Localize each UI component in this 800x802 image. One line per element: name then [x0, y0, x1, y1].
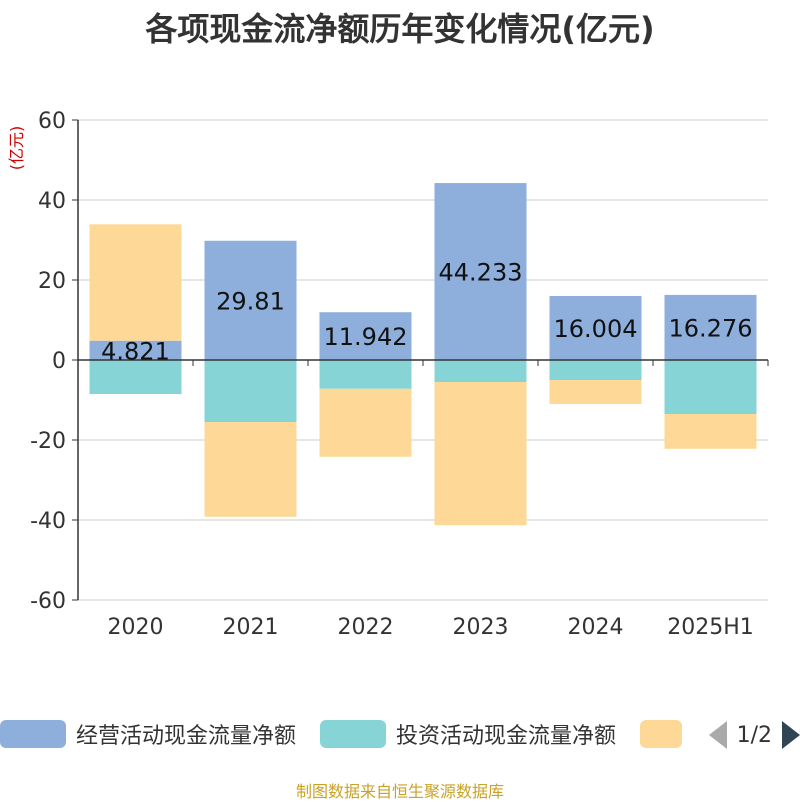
x-tick-label: 2023	[453, 615, 509, 640]
y-tick-label: 40	[38, 189, 66, 214]
bar-series2-2025H1[interactable]	[664, 414, 757, 449]
legend-label-operating: 经营活动现金流量净额	[76, 724, 297, 749]
y-tick-label: 60	[38, 109, 66, 134]
bar-series2-2020[interactable]	[89, 224, 182, 341]
x-tick-label: 2021	[223, 615, 279, 640]
bar-series1-2025H1[interactable]	[664, 360, 757, 414]
bar-series2-2024[interactable]	[549, 380, 642, 404]
y-tick-label: 20	[38, 269, 66, 294]
y-tick-label: 0	[52, 349, 66, 374]
legend-swatch-operating	[0, 720, 66, 748]
legend-label-investing: 投资活动现金流量净额	[396, 724, 617, 749]
bar-series1-2024[interactable]	[549, 360, 642, 380]
legend-swatch-investing	[320, 720, 386, 748]
bar-series0-2024[interactable]	[549, 295, 642, 360]
y-tick-label: -40	[30, 509, 66, 534]
source-note: 制图数据来自恒生聚源数据库	[295, 782, 504, 801]
legend-next-icon[interactable]	[782, 721, 800, 749]
x-tick-label: 2022	[338, 615, 394, 640]
bar-series2-2021[interactable]	[204, 422, 297, 517]
data-label: 16.004	[554, 315, 638, 343]
bar-series1-2022[interactable]	[319, 360, 412, 389]
bar-series1-2021[interactable]	[204, 360, 297, 422]
legend-item-financing[interactable]	[640, 714, 682, 754]
legend-page-text: 1/2	[736, 722, 772, 748]
bar-series0-2023[interactable]	[434, 183, 527, 360]
bar-series0-2021[interactable]	[204, 240, 297, 360]
data-label: 11.942	[324, 323, 408, 351]
chart-title: 各项现金流净额历年变化情况(亿元)	[145, 10, 655, 48]
y-tick-label: -20	[30, 429, 66, 454]
legend-swatch-financing	[640, 720, 682, 748]
legend-item-investing[interactable]: 投资活动现金流量净额	[320, 714, 616, 754]
data-label: 4.821	[101, 337, 170, 365]
data-label: 29.81	[216, 287, 285, 315]
bar-series0-2025H1[interactable]	[664, 294, 757, 360]
bar-series1-2020[interactable]	[89, 360, 182, 394]
bar-series2-2023[interactable]	[434, 382, 527, 526]
bar-series0-2020[interactable]	[89, 340, 182, 360]
chart-plot: 60 40 20 0 -20 -40 -60 (亿元) 2020 2021 2022 2023 2024…	[7, 109, 769, 640]
bar-series0-2022[interactable]	[319, 312, 412, 360]
data-label: 44.233	[439, 259, 523, 287]
legend-pager: 1/2	[708, 720, 800, 750]
legend: 经营活动现金流量净额 投资活动现金流量净额 1/2	[0, 714, 800, 758]
legend-item-operating[interactable]: 经营活动现金流量净额	[0, 714, 296, 754]
legend-prev-icon[interactable]	[708, 721, 727, 749]
x-tick-label: 2024	[568, 615, 624, 640]
y-tick-label: -60	[30, 589, 66, 614]
data-label: 16.276	[669, 314, 753, 342]
bar-series1-2023[interactable]	[434, 360, 527, 382]
bar-series2-2022[interactable]	[319, 388, 412, 457]
y-axis-label: (亿元)	[7, 126, 26, 171]
x-tick-label: 2020	[108, 615, 164, 640]
x-tick-label: 2025H1	[667, 615, 754, 640]
